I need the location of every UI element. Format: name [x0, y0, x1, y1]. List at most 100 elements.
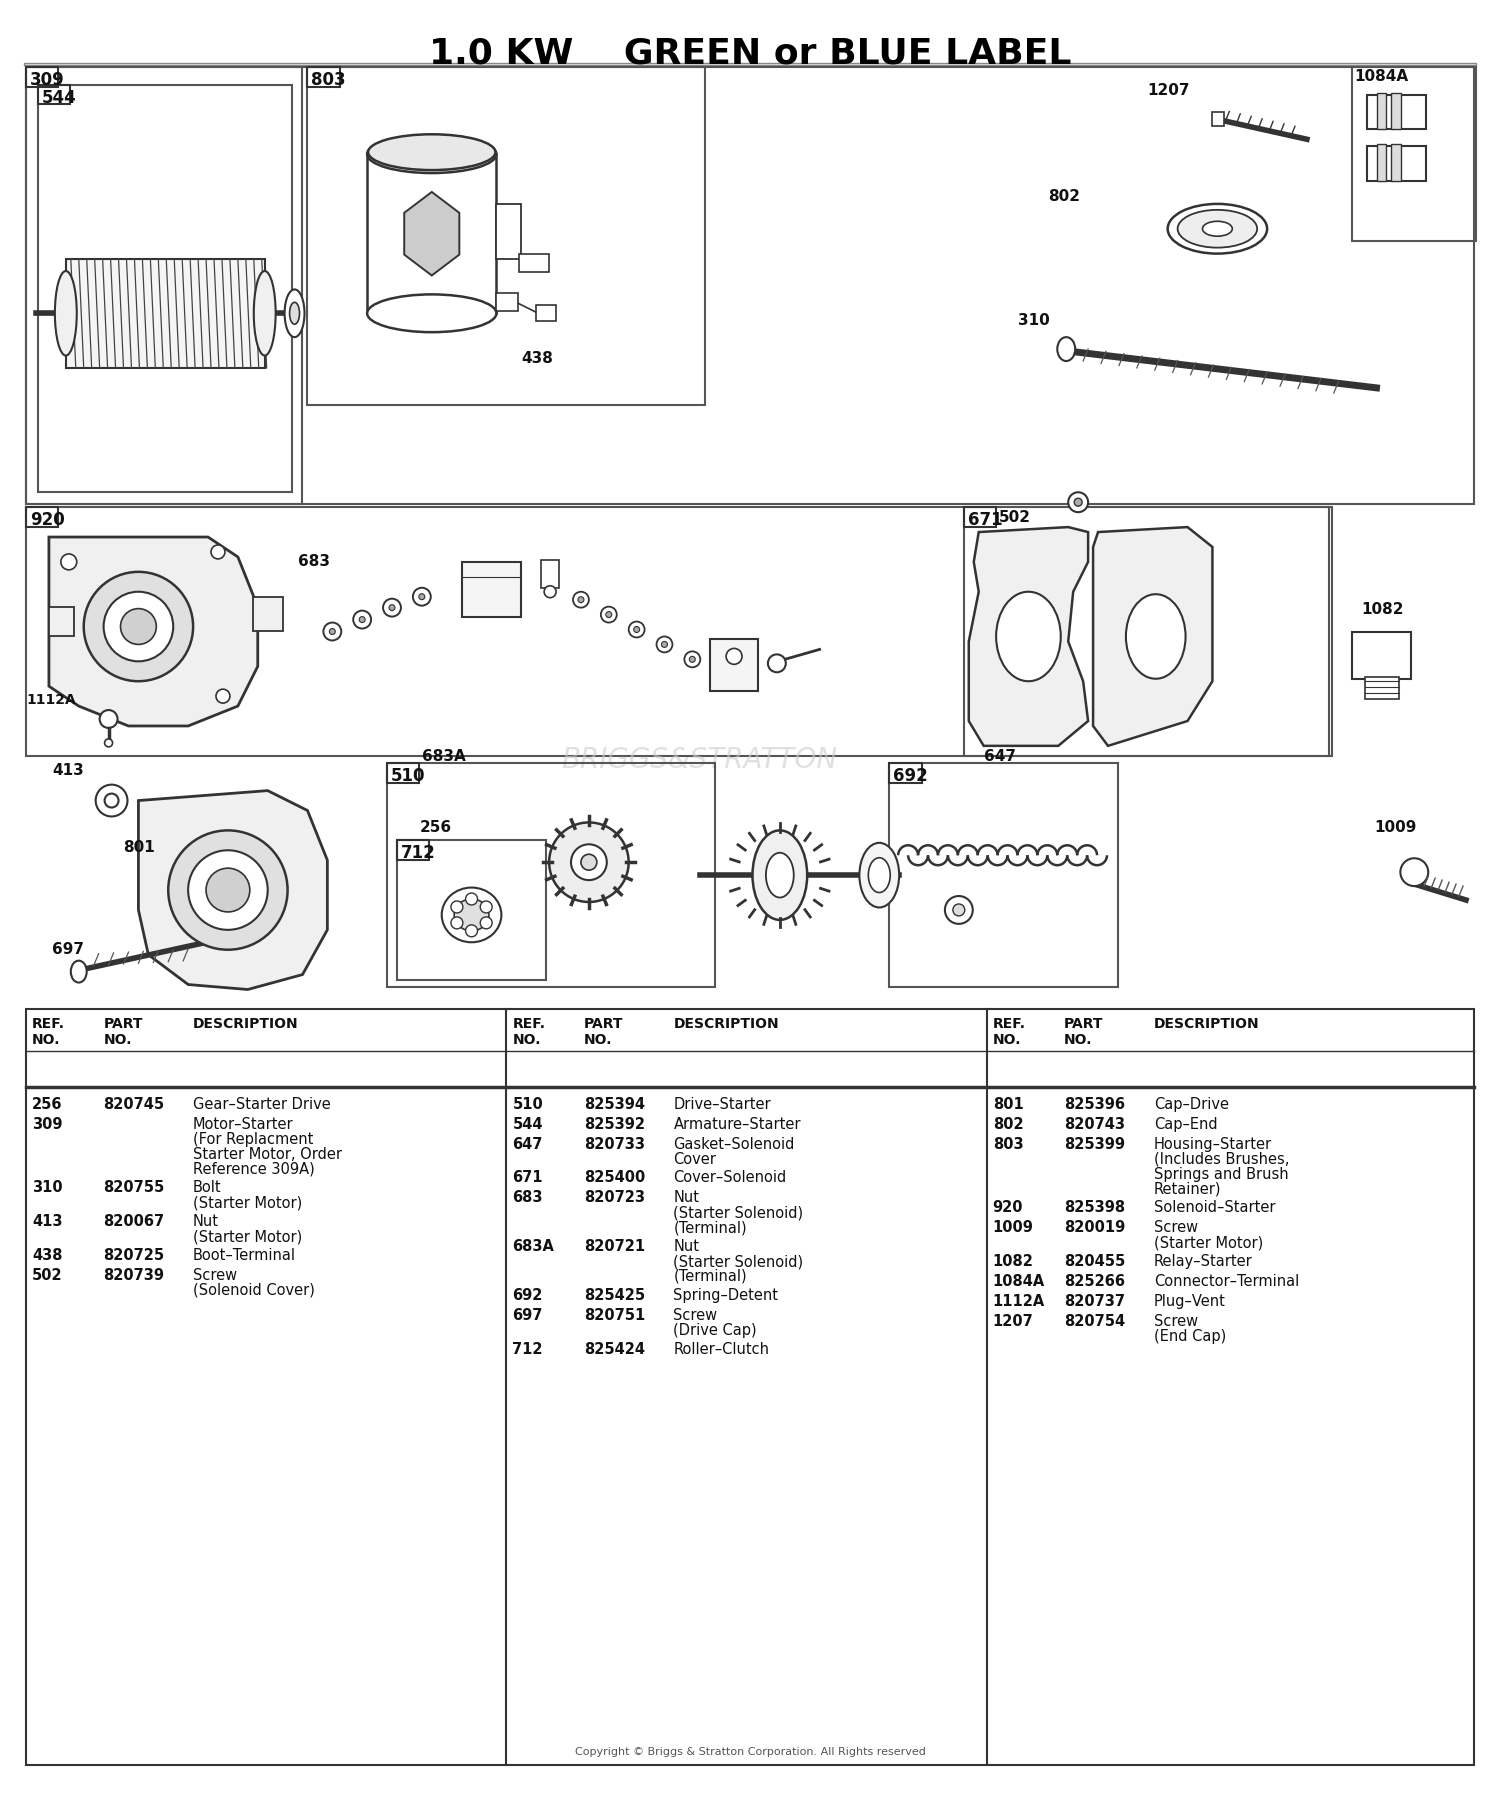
- Text: Boot–Terminal: Boot–Terminal: [194, 1247, 296, 1264]
- Text: 820739: 820739: [104, 1267, 165, 1283]
- Text: Gear–Starter Drive: Gear–Starter Drive: [194, 1096, 332, 1112]
- Text: 544: 544: [513, 1116, 543, 1132]
- Text: Armature–Starter: Armature–Starter: [674, 1116, 801, 1132]
- Ellipse shape: [368, 135, 496, 173]
- Text: 825399: 825399: [1064, 1136, 1125, 1152]
- Bar: [1212, 112, 1224, 126]
- Polygon shape: [969, 527, 1088, 745]
- Bar: [462, 562, 522, 617]
- Bar: [26, 508, 58, 527]
- Text: 309: 309: [32, 1116, 63, 1132]
- Circle shape: [419, 594, 424, 599]
- Text: 825392: 825392: [584, 1116, 645, 1132]
- Text: 820745: 820745: [104, 1096, 165, 1112]
- Text: 803: 803: [312, 70, 346, 88]
- Text: 825425: 825425: [584, 1287, 645, 1303]
- Text: (End Cap): (End Cap): [1154, 1328, 1226, 1343]
- Ellipse shape: [290, 302, 300, 324]
- Bar: [1377, 144, 1386, 182]
- Text: 683A: 683A: [422, 749, 465, 763]
- Bar: [26, 67, 58, 86]
- Circle shape: [216, 689, 229, 704]
- Bar: [536, 306, 556, 320]
- Text: NO.: NO.: [993, 1033, 1022, 1048]
- Text: Screw: Screw: [1154, 1314, 1198, 1328]
- Text: 683: 683: [513, 1190, 543, 1206]
- Circle shape: [382, 599, 400, 617]
- Circle shape: [168, 830, 288, 950]
- Circle shape: [324, 623, 342, 641]
- Bar: [26, 67, 1474, 504]
- Text: 801: 801: [993, 1096, 1023, 1112]
- Bar: [398, 841, 429, 860]
- Circle shape: [1074, 499, 1082, 506]
- Text: 544: 544: [42, 88, 76, 106]
- Polygon shape: [138, 790, 327, 990]
- Polygon shape: [1094, 527, 1212, 745]
- Text: 1009: 1009: [993, 1220, 1033, 1235]
- Text: NO.: NO.: [32, 1033, 60, 1048]
- Text: 256: 256: [32, 1096, 63, 1112]
- Ellipse shape: [1058, 337, 1076, 362]
- Ellipse shape: [1178, 211, 1257, 248]
- Circle shape: [465, 893, 477, 905]
- Circle shape: [952, 904, 964, 916]
- Text: REF.: REF.: [993, 1017, 1026, 1031]
- Text: Springs and Brush: Springs and Brush: [1154, 1166, 1288, 1181]
- Circle shape: [572, 844, 608, 880]
- Ellipse shape: [454, 898, 489, 931]
- Circle shape: [188, 850, 267, 931]
- Ellipse shape: [285, 290, 304, 337]
- Circle shape: [768, 655, 786, 671]
- Text: 310: 310: [32, 1181, 63, 1195]
- Text: 683: 683: [297, 554, 330, 569]
- Bar: [66, 259, 264, 367]
- Text: 712: 712: [400, 844, 435, 862]
- Text: (Includes Brushes,: (Includes Brushes,: [1154, 1152, 1288, 1166]
- Text: BRIGGS&STRATTON: BRIGGS&STRATTON: [561, 745, 837, 774]
- Text: 825400: 825400: [584, 1170, 645, 1186]
- Text: (Solenoid Cover): (Solenoid Cover): [194, 1283, 315, 1298]
- Text: Spring–Detent: Spring–Detent: [674, 1287, 778, 1303]
- Text: (Starter Solenoid): (Starter Solenoid): [674, 1206, 804, 1220]
- Text: 920: 920: [993, 1201, 1023, 1215]
- Circle shape: [633, 626, 639, 632]
- Text: 825424: 825424: [584, 1341, 645, 1357]
- Ellipse shape: [368, 295, 496, 333]
- Text: Starter Motor, Order: Starter Motor, Order: [194, 1147, 342, 1161]
- Text: 1084A: 1084A: [1354, 68, 1408, 83]
- Circle shape: [330, 628, 336, 634]
- Bar: [26, 508, 1329, 756]
- Text: PART: PART: [104, 1017, 142, 1031]
- Bar: [964, 508, 1332, 756]
- Circle shape: [358, 617, 364, 623]
- Text: (Terminal): (Terminal): [674, 1220, 747, 1235]
- Text: Screw: Screw: [674, 1309, 717, 1323]
- Text: (Starter Motor): (Starter Motor): [1154, 1235, 1263, 1251]
- Text: 820755: 820755: [104, 1181, 165, 1195]
- Bar: [890, 763, 921, 783]
- Bar: [890, 763, 1118, 986]
- Bar: [519, 254, 549, 272]
- Text: (Terminal): (Terminal): [674, 1269, 747, 1283]
- Circle shape: [578, 596, 584, 603]
- Polygon shape: [50, 536, 258, 725]
- Text: 683A: 683A: [513, 1238, 554, 1255]
- Bar: [38, 85, 291, 491]
- Text: 1112A: 1112A: [26, 693, 76, 707]
- Ellipse shape: [996, 592, 1060, 680]
- Circle shape: [452, 902, 464, 913]
- Circle shape: [104, 592, 172, 661]
- Text: 502: 502: [999, 509, 1030, 526]
- Bar: [387, 763, 716, 986]
- Bar: [542, 560, 560, 589]
- Circle shape: [452, 916, 464, 929]
- Bar: [398, 841, 546, 979]
- Text: 820455: 820455: [1064, 1255, 1125, 1269]
- Text: Screw: Screw: [1154, 1220, 1198, 1235]
- Text: 802: 802: [993, 1116, 1023, 1132]
- Text: 256: 256: [420, 821, 452, 835]
- Text: 510: 510: [392, 767, 426, 785]
- Ellipse shape: [368, 135, 495, 169]
- Circle shape: [105, 738, 112, 747]
